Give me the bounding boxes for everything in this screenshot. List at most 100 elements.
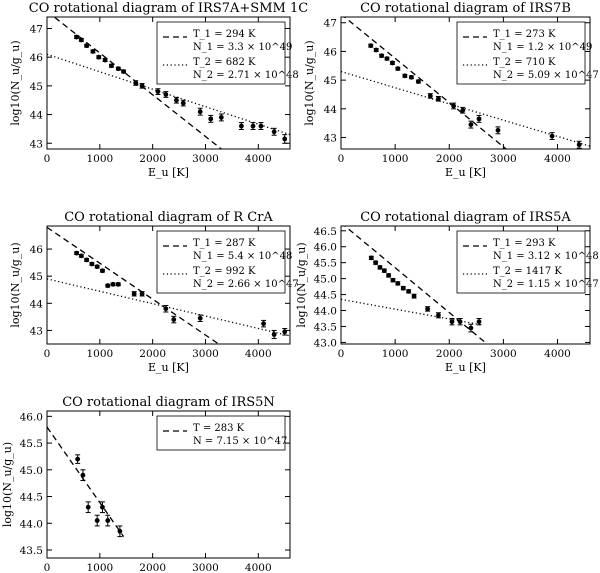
y-tick-label: 43.0 <box>314 337 337 349</box>
x-tick-label: 3000 <box>192 562 219 573</box>
data-point <box>449 317 455 326</box>
data-marker <box>139 291 145 297</box>
data-marker <box>171 317 177 322</box>
data-marker <box>476 116 482 122</box>
data-point <box>549 132 555 141</box>
y-tick-label: 45.0 <box>20 465 43 477</box>
data-point <box>75 454 81 464</box>
fit-line-dotted <box>341 70 590 147</box>
data-marker <box>163 92 169 97</box>
data-marker <box>258 123 264 129</box>
data-marker <box>121 69 126 74</box>
data-marker <box>89 261 95 267</box>
x-tick-label: 4000 <box>245 153 272 165</box>
data-point <box>78 253 84 259</box>
data-point <box>115 281 121 287</box>
legend-column-density: N_2 = 2.66 × 10^47 <box>193 279 299 290</box>
data-marker <box>411 293 417 299</box>
legend-box <box>156 21 286 85</box>
data-point <box>74 34 80 40</box>
x-tick-label: 4000 <box>245 348 272 360</box>
data-point <box>271 329 277 340</box>
legend-temperature: T_2 = 1417 K <box>493 266 562 277</box>
fit-line-dotted <box>47 53 290 136</box>
data-point <box>139 83 145 89</box>
legend-box <box>456 21 586 85</box>
legend: T_1 = 294 K N_1 = 3.3 × 10^49 T_2 = 682 K N… <box>156 21 299 85</box>
legend: T_1 = 273 K N_1 = 1.2 × 10^49 T_2 = 710 K N… <box>456 21 599 85</box>
data-marker <box>449 319 455 325</box>
data-marker <box>384 56 390 62</box>
data-point <box>395 66 401 72</box>
data-point <box>381 268 387 274</box>
data-point <box>476 317 482 326</box>
data-marker <box>110 281 116 287</box>
data-marker <box>395 66 401 72</box>
x-tick-label: 0 <box>44 348 51 360</box>
data-marker <box>576 142 582 148</box>
data-point <box>208 114 214 123</box>
data-point <box>133 80 139 86</box>
data-marker <box>468 122 474 128</box>
x-tick-label: 1000 <box>382 348 409 360</box>
data-marker <box>395 281 401 286</box>
data-marker <box>451 103 456 109</box>
data-point <box>80 469 86 481</box>
data-point <box>379 53 385 59</box>
data-point <box>94 514 100 527</box>
data-point <box>406 288 412 294</box>
data-point <box>411 293 417 299</box>
chart-panel-2: CO rotational diagram of IRS7B 0 1000 2000 3… <box>303 1 599 179</box>
y-tick-label: 45 <box>30 271 43 283</box>
data-marker <box>94 518 100 523</box>
x-tick-label: 2000 <box>436 153 463 165</box>
data-marker <box>390 60 395 66</box>
data-point <box>395 281 401 286</box>
chart-title: CO rotational diagram of IRS5A <box>360 210 571 225</box>
data-marker <box>457 319 463 325</box>
x-tick-label: 0 <box>44 153 51 165</box>
x-axis-label: E_u [K] <box>445 361 486 374</box>
data-point <box>74 250 80 256</box>
data-marker <box>271 332 277 337</box>
data-point <box>476 114 482 123</box>
data-marker <box>197 109 203 115</box>
data-point <box>99 501 105 514</box>
data-point <box>139 291 145 297</box>
data-point <box>171 315 177 324</box>
y-tick-label: 43.5 <box>20 545 43 557</box>
data-marker <box>75 456 81 462</box>
data-marker <box>94 264 100 270</box>
data-marker <box>78 253 84 259</box>
x-tick-label: 3000 <box>490 153 517 165</box>
data-point <box>460 106 466 114</box>
y-tick-label: 43 <box>30 138 43 150</box>
x-tick-label: 2000 <box>139 348 166 360</box>
data-marker <box>476 319 482 325</box>
data-marker <box>80 472 86 478</box>
data-marker <box>368 255 374 261</box>
data-marker <box>155 89 161 95</box>
data-point <box>105 283 111 289</box>
x-tick-label: 0 <box>44 562 51 573</box>
data-point <box>271 127 277 136</box>
data-marker <box>90 49 96 54</box>
x-tick-label: 2000 <box>139 153 166 165</box>
data-point <box>85 501 91 514</box>
y-tick-label: 46.0 <box>20 411 43 423</box>
y-tick-label: 45.5 <box>314 258 337 270</box>
data-marker <box>78 37 84 43</box>
data-point <box>435 312 441 319</box>
data-point <box>155 88 161 95</box>
data-marker <box>400 285 406 291</box>
data-point <box>384 56 390 62</box>
data-marker <box>549 133 555 139</box>
y-tick-label: 43 <box>30 325 43 337</box>
data-point <box>425 306 431 312</box>
data-marker <box>105 283 111 289</box>
data-point <box>197 107 203 116</box>
legend: T = 283 K N = 7.15 × 10^47 <box>156 415 287 451</box>
data-marker <box>85 504 91 510</box>
fit-line-dashed <box>343 226 488 344</box>
